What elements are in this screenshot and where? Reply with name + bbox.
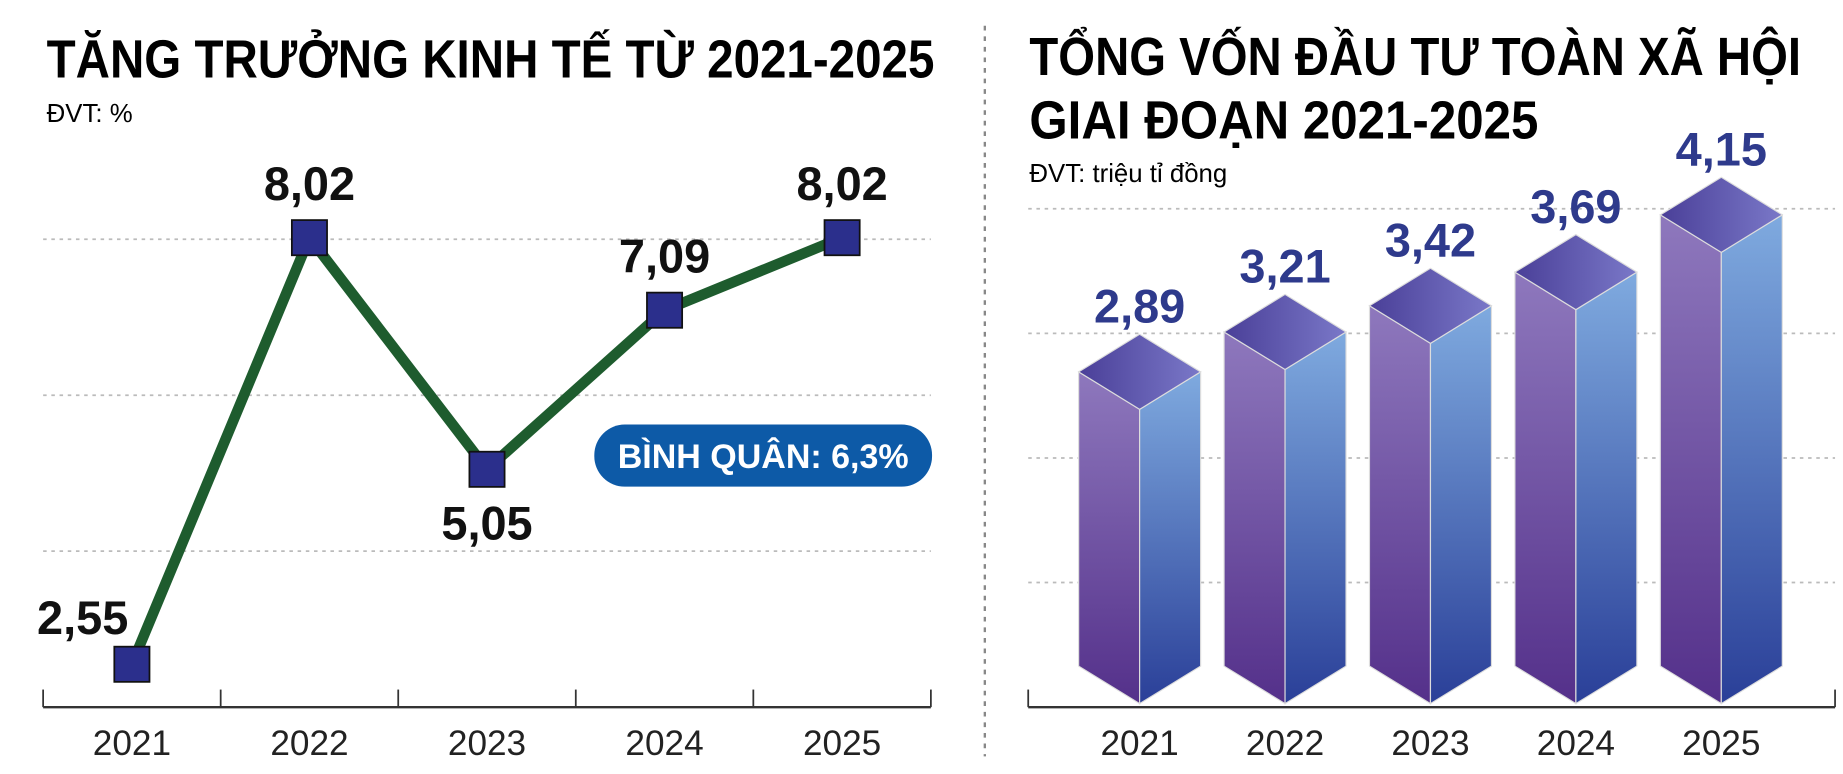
data-label: 5,05 <box>441 498 532 550</box>
bar <box>1077 333 1202 705</box>
x-tick-label: 2022 <box>270 724 348 763</box>
bar-top-face <box>1077 333 1202 411</box>
x-tick-label: 2021 <box>1101 724 1179 763</box>
bar-right-face <box>1720 213 1783 705</box>
x-tick-label: 2025 <box>803 724 881 763</box>
x-tick-label: 2025 <box>1682 724 1760 763</box>
bar-right-face <box>1575 271 1638 705</box>
x-tick-label: 2024 <box>625 724 703 763</box>
chart-title: TĂNG TRƯỞNG KINH TẾ TỪ 2021-2025 <box>47 29 935 89</box>
data-label: 2,55 <box>37 592 128 644</box>
marker <box>468 450 506 488</box>
bar-right-face <box>1429 304 1493 705</box>
bar <box>1659 176 1784 705</box>
bar-top-face <box>1513 233 1638 311</box>
bar-top-face <box>1222 293 1348 371</box>
data-label: 2,89 <box>1094 281 1185 333</box>
bar-left-face <box>1659 213 1722 705</box>
x-tick-label: 2024 <box>1537 724 1615 763</box>
bar <box>1222 293 1348 705</box>
data-label: 8,02 <box>796 158 887 210</box>
data-label: 7,09 <box>619 231 710 283</box>
chart-title: GIAI ĐOẠN 2021-2025 <box>1029 90 1538 150</box>
data-label: 3,21 <box>1239 241 1330 293</box>
data-label: 3,42 <box>1385 215 1476 267</box>
chart-title: TỔNG VỐN ĐẦU TƯ TOÀN XÃ HỘI <box>1029 26 1801 87</box>
x-tick-label: 2023 <box>448 724 526 763</box>
marker <box>823 219 861 257</box>
bar-left-face <box>1514 271 1577 705</box>
x-tick-label: 2023 <box>1391 724 1469 763</box>
bar-top-face <box>1368 267 1493 345</box>
bar-left-face <box>1078 370 1141 705</box>
unit-label: ĐVT: % <box>47 100 133 128</box>
marker <box>646 291 684 329</box>
annotation: BÌNH QUÂN: 6,3% <box>618 438 909 476</box>
x-tick-label: 2022 <box>1246 724 1324 763</box>
marker <box>113 645 151 683</box>
bar-top-face <box>1659 176 1784 254</box>
bar-left-face <box>1223 330 1286 705</box>
data-label: 4,15 <box>1676 124 1767 176</box>
bar-left-face <box>1368 304 1432 705</box>
data-label: 8,02 <box>264 158 355 210</box>
data-label: 3,69 <box>1530 181 1621 233</box>
bar-right-face <box>1284 330 1347 705</box>
bar <box>1368 267 1493 705</box>
marker <box>290 219 328 257</box>
annotation-box <box>594 424 933 487</box>
x-tick-label: 2021 <box>93 724 171 763</box>
unit-label: ĐVT: triệu tỉ đồng <box>1029 160 1227 188</box>
bar <box>1513 233 1638 705</box>
bar-right-face <box>1139 370 1202 705</box>
